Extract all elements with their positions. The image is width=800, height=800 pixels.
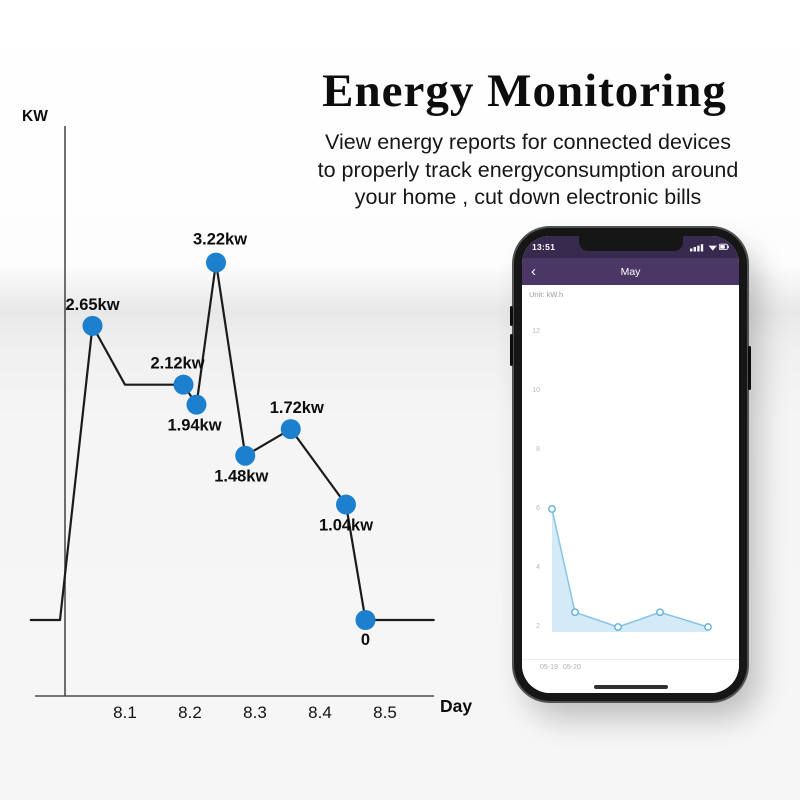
x-tick-label: 8.1 — [113, 703, 137, 722]
phone-volume-down-button — [510, 334, 513, 366]
point-marker — [280, 419, 301, 440]
phone-x-tick-label: 05-19 — [540, 664, 558, 671]
point-label: 1.04kw — [319, 517, 373, 535]
point-label: 3.22kw — [193, 231, 247, 249]
phone-point-marker — [548, 505, 556, 513]
point-label: 1.94kw — [167, 417, 221, 435]
report-screen-body: Unit: kW.h 12 10 8 6 4 2 05-19 05-20 — [522, 285, 739, 693]
point-label: 2.12kw — [150, 355, 204, 373]
phone-y-tick-label: 10 — [532, 387, 540, 394]
phone-y-tick-label: 8 — [536, 446, 540, 453]
chart-x-axis-line — [522, 659, 739, 660]
area-fill — [552, 509, 708, 632]
phone-point-marker — [614, 623, 622, 631]
status-icons — [690, 243, 729, 252]
month-title: May — [620, 265, 641, 278]
phone-y-tick-label: 2 — [536, 623, 540, 630]
y-axis-title: KW — [22, 108, 48, 125]
unit-label: Unit: kW.h — [529, 290, 564, 299]
subtitle-line-1: View energy reports for connected device… — [325, 130, 731, 154]
point-marker — [82, 315, 103, 336]
point-marker — [336, 494, 356, 515]
home-indicator[interactable] — [593, 685, 668, 689]
point-marker — [355, 610, 376, 630]
phone-volume-up-button — [510, 306, 513, 326]
point-marker — [206, 252, 226, 273]
point-label: 1.48kw — [214, 468, 268, 486]
x-tick-label: 8.3 — [243, 703, 267, 722]
phone-y-tick-label: 4 — [536, 564, 540, 571]
x-tick-label: 8.2 — [178, 703, 202, 722]
subtitle-line-2: to properly track energyconsumption arou… — [317, 157, 739, 182]
battery-icon — [718, 243, 729, 251]
phone-power-button — [748, 346, 751, 390]
wifi-icon — [708, 245, 717, 251]
subtitle: View energy reports for connected device… — [268, 129, 788, 212]
point-marker — [235, 445, 256, 466]
point-label: 2.65kw — [65, 296, 119, 314]
phone-screen: 13:51 ‹ — [522, 236, 739, 693]
point-label: 1.72kw — [270, 399, 324, 417]
phone-notch — [578, 236, 683, 251]
phone-point-marker — [571, 608, 579, 617]
phone-x-tick-label: 05-20 — [563, 664, 581, 671]
phone-y-tick-label: 6 — [536, 505, 540, 512]
subtitle-line-3: your home , cut down electronic bills — [354, 185, 702, 210]
phone-mockup: 13:51 ‹ — [510, 228, 751, 701]
point-marker — [173, 374, 194, 395]
app-header: ‹ May — [522, 258, 739, 285]
x-axis-title: Day — [440, 696, 472, 716]
point-marker — [186, 394, 207, 415]
phone-point-marker — [656, 608, 664, 617]
x-tick-label: 8.5 — [373, 703, 397, 722]
back-button[interactable]: ‹ — [531, 262, 536, 280]
monthly-area-chart — [548, 505, 712, 632]
page-title: Energy Monitoring — [322, 65, 727, 117]
phone-y-tick-label: 12 — [532, 328, 540, 335]
point-label: 0 — [361, 631, 370, 649]
energy-line — [29, 261, 435, 622]
x-tick-label: 8.4 — [308, 703, 332, 722]
signal-icon — [690, 244, 704, 252]
phone-point-marker — [704, 623, 712, 631]
status-time: 13:51 — [532, 242, 556, 252]
